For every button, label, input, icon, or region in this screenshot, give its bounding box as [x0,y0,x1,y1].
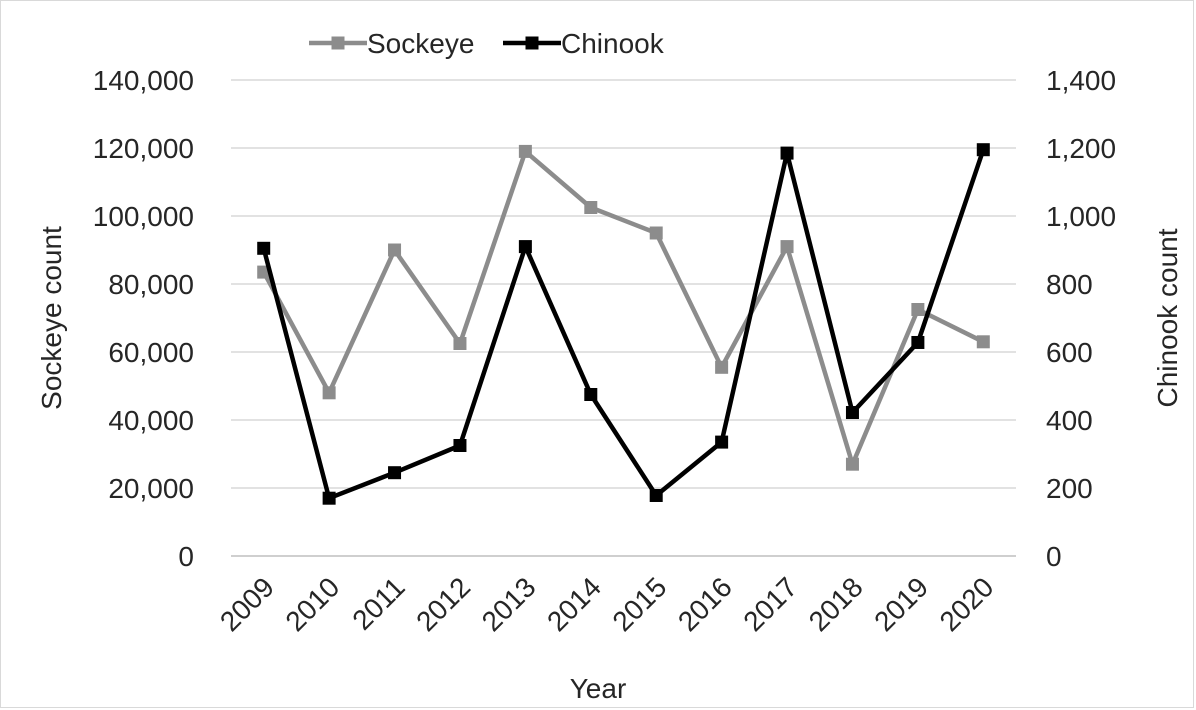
chinook-point [715,435,729,449]
sockeye-point [518,144,532,158]
x-axis-title: Year [570,673,627,704]
x-tick-label: 2011 [346,571,411,636]
sockeye-point [584,201,598,214]
sockeye-point [649,226,663,240]
y-left-tick-label: 60,000 [108,337,194,368]
sockeye-point [322,386,336,400]
y-right-tick-label: 200 [1046,473,1093,504]
y-right-tick-label: 1,000 [1046,201,1116,232]
y-left-tick-label: 40,000 [108,405,194,436]
chinook-point [322,491,336,505]
x-tick-label: 2020 [934,571,1000,637]
sockeye-point [453,337,467,350]
chinook-point [976,143,990,157]
chinook-point [780,146,794,160]
y-right-tick-label: 1,400 [1046,65,1116,96]
x-tick-label: 2017 [737,571,803,637]
chinook-point [257,241,271,255]
sockeye-series-line [261,149,985,467]
x-tick-label: 2013 [476,571,542,637]
sockeye-point [388,243,402,257]
y-right-tick-label: 0 [1046,541,1062,572]
sockeye-legend-label: Sockeye [367,28,474,59]
y-left-tick-label: 20,000 [108,473,194,504]
sockeye-point [780,240,794,254]
x-tick-label: 2015 [606,571,672,637]
x-tick-label: 2018 [803,571,869,637]
x-tick-label: 2019 [868,571,934,637]
chinook-legend-label: Chinook [561,28,665,59]
chinook-point [649,488,663,502]
x-tick-label: 2010 [279,571,345,637]
sockeye-legend-marker [331,36,345,50]
sockeye-point [976,335,990,349]
y-left-tick-label: 120,000 [93,133,194,164]
x-tick-label: 2014 [541,571,607,637]
chinook-point [584,388,598,401]
y-right-tick-label: 400 [1046,405,1093,436]
x-tick-label: 2012 [410,571,476,637]
y-right-tick-label: 1,200 [1046,133,1116,164]
x-tick-label: 2016 [672,571,738,637]
sockeye-point [911,303,925,316]
y-left-axis-title: Sockeye count [36,226,67,410]
chinook-point [453,439,467,452]
y-left-tick-label: 0 [178,541,194,572]
y-right-tick-label: 600 [1046,337,1093,368]
chinook-series-line [261,148,986,501]
sockeye-point [845,457,859,471]
chinook-point [911,335,925,349]
sockeye-point [715,360,729,374]
y-right-tick-label: 800 [1046,269,1093,300]
chinook-point [388,466,402,480]
chinook-point [845,406,859,420]
y-right-axis-title: Chinook count [1152,228,1183,407]
y-left-tick-label: 80,000 [108,269,194,300]
y-left-tick-label: 100,000 [93,201,194,232]
chinook-legend-marker [525,36,539,50]
chinook-point [518,240,532,254]
x-tick-label: 2009 [214,571,280,637]
y-left-tick-label: 140,000 [93,65,194,96]
